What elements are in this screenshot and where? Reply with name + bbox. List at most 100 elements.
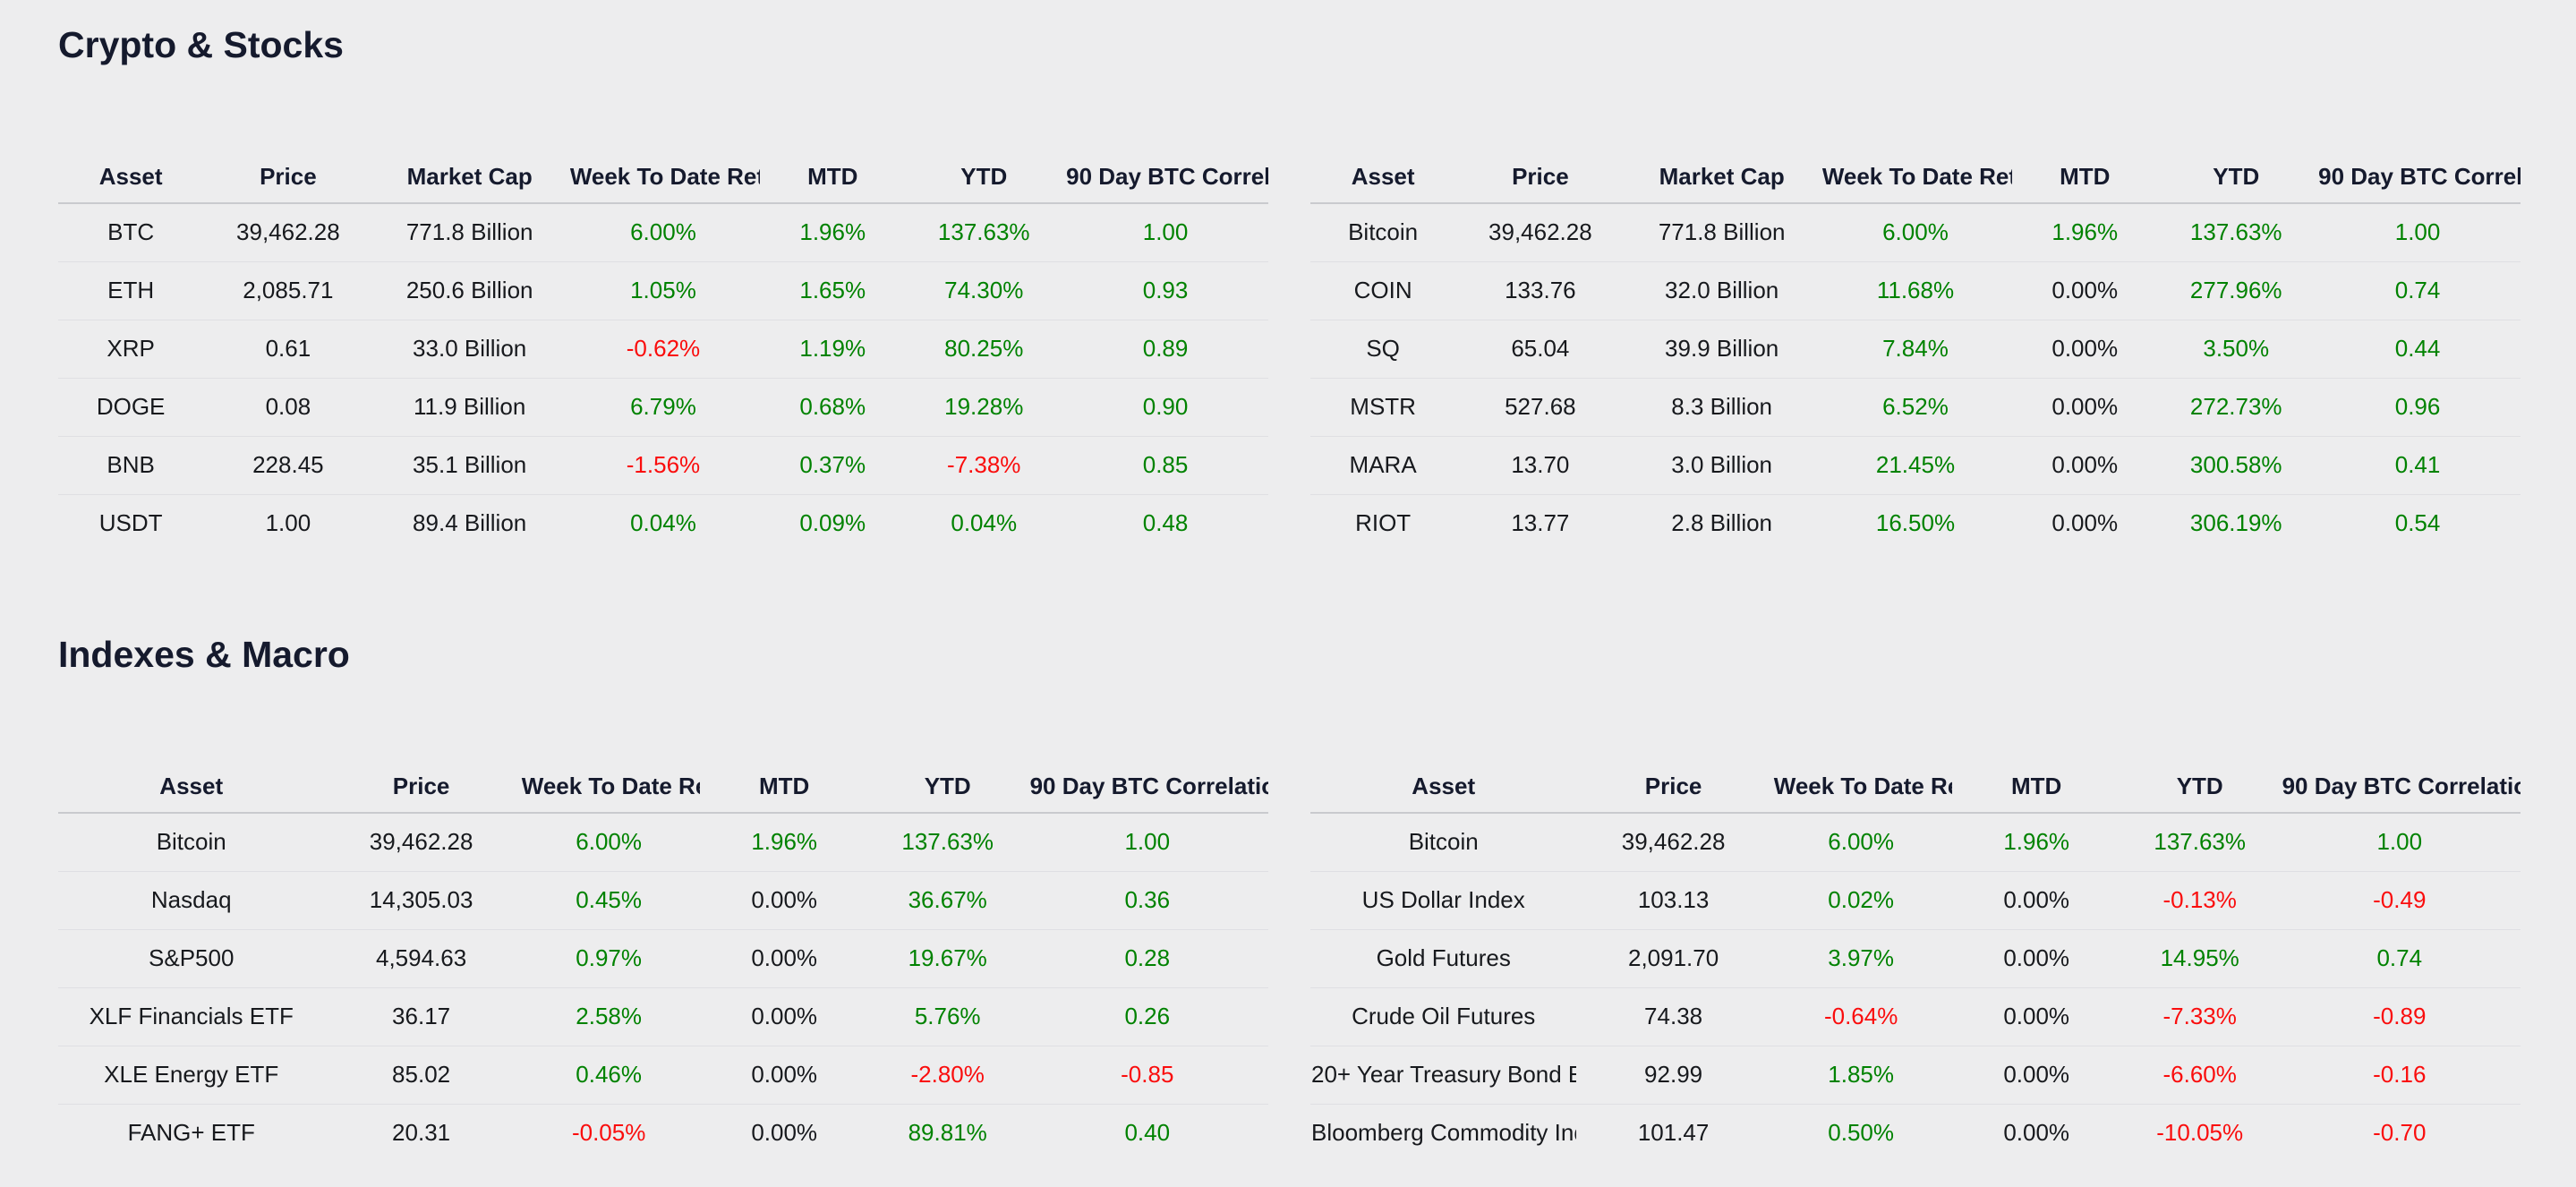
cell-price: 74.38 <box>1576 987 1770 1046</box>
cell-ytd: 14.95% <box>2120 929 2279 988</box>
column-header-week-to-date-return: Week To Date Return <box>1770 765 1952 814</box>
cell-asset: XLF Financials ETF <box>58 987 325 1046</box>
cell-week-to-date-return: 0.46% <box>517 1046 700 1105</box>
cell-mtd: 0.00% <box>2012 436 2158 495</box>
cell-90-day-btc-correlation: 0.74 <box>2315 261 2521 320</box>
cell-price: 1.00 <box>265 509 311 537</box>
section-crypto-stocks: Crypto & Stocks Asset Price Market Cap Week… <box>58 23 2521 552</box>
cell-mtd: 0.00% <box>699 929 869 988</box>
table-row-riot: RIOT 13.77 2.8 Billion 16.50% 0.00% 306.19% 0.… <box>1310 494 2521 552</box>
column-header-90-day-btc-correlation: 90 Day BTC Correlation <box>2315 156 2521 204</box>
cell-week-to-date-return: 6.79% <box>566 378 761 437</box>
cell-ytd: -6.60% <box>2120 1046 2279 1105</box>
cell-ytd: 306.19% <box>2189 509 2282 537</box>
column-header-asset: Asset <box>1310 156 1456 204</box>
cell-mtd: 0.00% <box>1951 929 2121 988</box>
cell-week-to-date-return: 6.00% <box>1770 813 1952 872</box>
column-header-ytd: YTD <box>2120 765 2279 814</box>
table-row-coin: COIN 133.76 32.0 Billion 11.68% 0.00% 277.96%… <box>1310 261 2521 320</box>
cell-price: 92.99 <box>1576 1046 1770 1105</box>
cell-week-to-date-return: 6.00% <box>517 813 700 872</box>
cell-week-to-date-return: 6.52% <box>1818 378 2013 437</box>
cell-90-day-btc-correlation: -0.70 <box>2373 1119 2427 1147</box>
cell-mtd: 0.00% <box>699 987 869 1046</box>
cell-90-day-btc-correlation: 0.96 <box>2315 378 2521 437</box>
cell-asset: DOGE <box>58 378 204 437</box>
cell-price: 85.02 <box>324 1046 518 1105</box>
cell-price: 133.76 <box>1455 261 1625 320</box>
table-row-xrp: XRP 0.61 33.0 Billion -0.62% 1.19% 80.25% 0.89 <box>58 320 1268 379</box>
section-title-indexes-macro: Indexes & Macro <box>58 634 350 675</box>
cell-mtd: 0.00% <box>2003 1119 2070 1147</box>
cell-ytd: -7.38% <box>905 436 1063 495</box>
cell-90-day-btc-correlation: 0.54 <box>2394 509 2441 537</box>
column-header-week-to-date-return: Week To Date Return <box>566 156 761 204</box>
cell-price: 13.77 <box>1511 509 1570 537</box>
cell-week-to-date-return: 6.00% <box>1818 203 2013 262</box>
cell-week-to-date-return: 2.58% <box>517 987 700 1046</box>
cell-market-cap: 33.0 Billion <box>372 320 567 379</box>
cell-90-day-btc-correlation: -0.85 <box>1026 1046 1268 1105</box>
cell-week-to-date-return: -1.56% <box>566 436 761 495</box>
cell-asset: S&P500 <box>58 929 325 988</box>
cell-asset: FANG+ ETF <box>127 1119 255 1147</box>
cell-90-day-btc-correlation: 0.28 <box>1026 929 1268 988</box>
cell-ytd: 19.28% <box>905 378 1063 437</box>
cell-ytd: 19.67% <box>868 929 1027 988</box>
column-header-market-cap: Market Cap <box>372 156 567 204</box>
cell-market-cap: 3.0 Billion <box>1625 436 1819 495</box>
cell-asset: Bitcoin <box>58 813 325 872</box>
cell-week-to-date-return: -0.05% <box>571 1119 646 1147</box>
cell-price: 2,085.71 <box>203 261 373 320</box>
table-row-bitcoin: Bitcoin 39,462.28 6.00% 1.96% 137.63% 1.00 <box>58 813 1268 872</box>
cell-ytd: -0.13% <box>2120 871 2279 930</box>
cell-ytd: 36.67% <box>868 871 1027 930</box>
cell-asset: Gold Futures <box>1310 929 1577 988</box>
column-header-mtd: MTD <box>760 156 906 204</box>
cell-ytd: 89.81% <box>908 1119 987 1147</box>
cell-price: 14,305.03 <box>324 871 518 930</box>
cell-asset: BTC <box>58 203 204 262</box>
cell-90-day-btc-correlation: 1.00 <box>2315 203 2521 262</box>
cell-price: 0.61 <box>203 320 373 379</box>
cell-asset: MSTR <box>1310 378 1456 437</box>
cell-mtd: 1.96% <box>2012 203 2158 262</box>
cell-mtd: 1.96% <box>1951 813 2121 872</box>
cell-mtd: 0.00% <box>2012 320 2158 379</box>
cell-ytd: -10.05% <box>2156 1119 2244 1147</box>
cell-week-to-date-return: 11.68% <box>1818 261 2013 320</box>
cell-week-to-date-return: 1.85% <box>1770 1046 1952 1105</box>
cell-price: 39,462.28 <box>1455 203 1625 262</box>
table-row-xle-energy-etf: XLE Energy ETF 85.02 0.46% 0.00% -2.80% -0.85 <box>58 1046 1268 1105</box>
cell-week-to-date-return: 1.05% <box>566 261 761 320</box>
cell-week-to-date-return: -0.62% <box>566 320 761 379</box>
table-row-us-dollar-index: US Dollar Index 103.13 0.02% 0.00% -0.13% -0.… <box>1310 871 2521 930</box>
column-header-price: Price <box>324 765 518 814</box>
cell-price: 2,091.70 <box>1576 929 1770 988</box>
cell-week-to-date-return: 16.50% <box>1875 509 1956 537</box>
cell-mtd: 0.00% <box>2012 378 2158 437</box>
cell-market-cap: 2.8 Billion <box>1671 509 1773 537</box>
table-row-s-p500: S&P500 4,594.63 0.97% 0.00% 19.67% 0.28 <box>58 929 1268 988</box>
cell-market-cap: 39.9 Billion <box>1625 320 1819 379</box>
column-header-ytd: YTD <box>2157 156 2316 204</box>
column-header-mtd: MTD <box>2012 156 2158 204</box>
column-header-90-day-btc-correlation: 90 Day BTC Correlation <box>1026 765 1268 814</box>
column-header-asset: Asset <box>58 156 204 204</box>
table-row-mara: MARA 13.70 3.0 Billion 21.45% 0.00% 300.58% 0.… <box>1310 436 2521 495</box>
cell-mtd: 0.00% <box>699 871 869 930</box>
cell-mtd: 1.19% <box>760 320 906 379</box>
cell-price: 39,462.28 <box>203 203 373 262</box>
cell-mtd: 0.00% <box>1951 1046 2121 1105</box>
cell-mtd: 0.00% <box>1951 987 2121 1046</box>
column-header-price: Price <box>203 156 373 204</box>
cell-90-day-btc-correlation: 0.90 <box>1062 378 1268 437</box>
table-row-20-year-treasury-bond-etf: 20+ Year Treasury Bond ETF92.991.85%0.00… <box>1310 1046 2521 1105</box>
cell-ytd: 74.30% <box>905 261 1063 320</box>
cell-90-day-btc-correlation: -0.89 <box>2278 987 2521 1046</box>
cell-week-to-date-return: 0.50% <box>1828 1119 1895 1147</box>
cell-ytd: 300.58% <box>2157 436 2316 495</box>
cell-market-cap: 8.3 Billion <box>1625 378 1819 437</box>
column-header-asset: Asset <box>1310 765 1577 814</box>
